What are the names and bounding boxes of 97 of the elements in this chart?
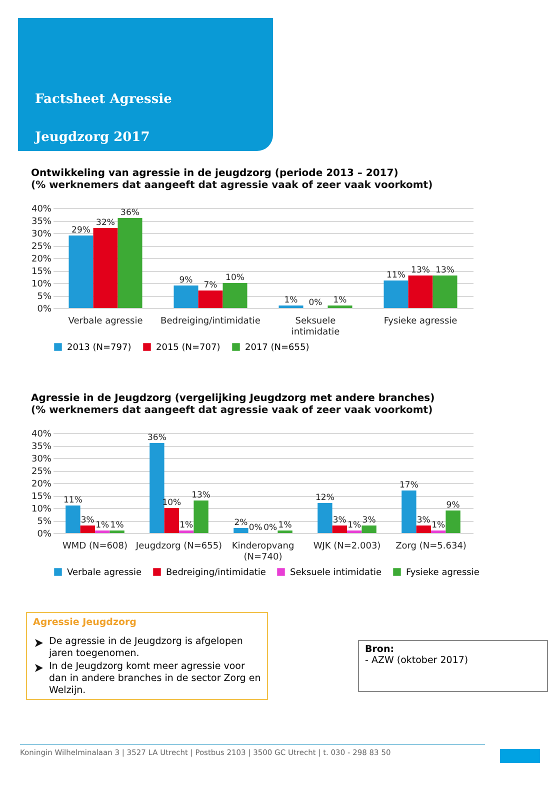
y-tick-label: 15% bbox=[31, 267, 52, 277]
bar bbox=[150, 443, 164, 533]
data-label: 3% bbox=[332, 516, 346, 526]
y-tick-label: 40% bbox=[31, 204, 52, 214]
x-tick-label: Verbale agressie bbox=[68, 316, 144, 326]
data-label: 9% bbox=[446, 500, 460, 510]
data-label: 13% bbox=[436, 266, 454, 276]
y-tick-label: 0% bbox=[37, 530, 52, 540]
text: In de Jeugdzorg komt meer agressie voor dan in andere branches in de sector Zorg en Welzijn. bbox=[49, 660, 261, 696]
y-tick-label: 40% bbox=[31, 430, 52, 440]
text: - AZW (oktober 2017) bbox=[365, 655, 470, 666]
bar bbox=[174, 286, 198, 308]
data-label: 0% bbox=[248, 523, 262, 533]
data-label: 1% bbox=[348, 520, 362, 530]
y-tick-label: 5% bbox=[37, 292, 52, 302]
chart-subtitle: (% werknemers dat aangeeft dat agressie vaak of zeer vaak voorkomt) bbox=[30, 405, 433, 416]
data-label: 2% bbox=[234, 518, 248, 528]
bar bbox=[332, 526, 347, 533]
legend-label: Verbale agressie bbox=[67, 568, 142, 578]
legend-label: Seksuele intimidatie bbox=[290, 568, 382, 578]
bar bbox=[118, 218, 142, 308]
y-tick-label: 5% bbox=[37, 517, 52, 527]
y-tick-label: 30% bbox=[31, 230, 52, 240]
data-label: 0% bbox=[308, 298, 322, 308]
bar bbox=[446, 510, 460, 533]
x-tick-label: Jeugdzorg (N=655) bbox=[134, 542, 222, 552]
data-label: 1% bbox=[96, 520, 110, 530]
bar bbox=[93, 228, 118, 308]
x-tick-label: Zorg (N=5.634) bbox=[396, 542, 466, 552]
bar bbox=[432, 276, 458, 308]
data-label: 10% bbox=[226, 273, 244, 283]
data-label: 13% bbox=[192, 490, 211, 500]
y-tick-label: 35% bbox=[31, 217, 52, 227]
data-label: 36% bbox=[120, 208, 140, 218]
data-label: 1% bbox=[432, 520, 446, 530]
data-label: 1% bbox=[333, 296, 347, 306]
bar bbox=[80, 526, 95, 533]
data-label: 1% bbox=[180, 520, 194, 530]
x-tick-label: WJK (N=2.003) bbox=[313, 542, 381, 552]
data-label: 9% bbox=[179, 276, 193, 286]
bar bbox=[66, 506, 80, 533]
bar bbox=[222, 283, 248, 308]
data-label: 0% bbox=[264, 523, 278, 533]
data-label: 3% bbox=[80, 516, 94, 526]
bar bbox=[416, 526, 431, 533]
data-label: 29% bbox=[72, 226, 90, 236]
text: Agressie Jeugdzorg bbox=[33, 617, 138, 628]
bar bbox=[68, 236, 94, 308]
x-tick-label: Kinderopvang (N=740) bbox=[232, 542, 294, 562]
chart-subtitle: (% werknemers dat aangeeft dat agressie vaak of zeer vaak voorkomt) bbox=[30, 180, 433, 191]
data-label: 11% bbox=[63, 496, 82, 506]
x-tick-label: Bedreiging/intimidatie bbox=[160, 316, 261, 326]
chart-title: Ontwikkeling van agressie in de jeugdzorg (periode 2013 – 2017) bbox=[30, 168, 398, 179]
data-label: 1% bbox=[284, 296, 298, 306]
y-tick-label: 30% bbox=[31, 454, 52, 464]
text: Factsheet Agressie bbox=[35, 92, 172, 107]
bar bbox=[198, 290, 223, 308]
text: Jeugdzorg 2017 bbox=[35, 130, 150, 145]
data-label: 11% bbox=[386, 270, 406, 280]
data-label: 32% bbox=[96, 218, 115, 228]
y-tick-label: 10% bbox=[31, 504, 52, 514]
y-tick-label: 15% bbox=[31, 492, 52, 502]
legend-label: 2013 (N=797) bbox=[67, 343, 132, 353]
bar bbox=[194, 500, 208, 533]
y-tick-label: 20% bbox=[31, 480, 52, 490]
bar bbox=[408, 276, 433, 308]
data-label: 13% bbox=[411, 266, 430, 276]
bar bbox=[318, 503, 332, 533]
y-tick-label: 35% bbox=[31, 442, 52, 452]
bar bbox=[234, 528, 248, 533]
chart-title: Agressie in de Jeugdzorg (vergelijking Jeugdzorg met andere branches) bbox=[30, 393, 435, 404]
legend-label: 2017 (N=655) bbox=[245, 343, 310, 353]
bar bbox=[402, 490, 416, 533]
legend-label: Fysieke agressie bbox=[406, 568, 480, 578]
legend-label: Bedreiging/intimidatie bbox=[166, 568, 266, 578]
data-label: 36% bbox=[147, 433, 166, 443]
text: De agressie in de Jeugdzorg is afgelopen jaren toegenomen. bbox=[49, 636, 243, 660]
text: Bron: bbox=[365, 644, 396, 655]
y-tick-label: 0% bbox=[37, 304, 52, 314]
data-label: 7% bbox=[204, 280, 218, 290]
legend-label: 2015 (N=707) bbox=[156, 343, 220, 353]
data-label: 1% bbox=[110, 520, 124, 530]
y-tick-label: 10% bbox=[31, 280, 52, 290]
bar bbox=[362, 526, 376, 533]
x-tick-label: Seksuele intimidatie bbox=[291, 316, 340, 338]
x-tick-label: WMD (N=608) bbox=[62, 542, 128, 552]
y-tick-label: 20% bbox=[31, 254, 52, 264]
y-tick-label: 25% bbox=[31, 467, 52, 477]
data-label: 1% bbox=[278, 520, 292, 530]
data-label: 3% bbox=[416, 516, 430, 526]
data-label: 12% bbox=[315, 493, 334, 503]
y-tick-label: 25% bbox=[31, 242, 52, 252]
data-label: 17% bbox=[399, 480, 418, 490]
bar bbox=[384, 280, 408, 308]
bar bbox=[164, 508, 179, 533]
data-label: 3% bbox=[362, 516, 376, 526]
x-tick-label: Fysieke agressie bbox=[384, 316, 458, 326]
